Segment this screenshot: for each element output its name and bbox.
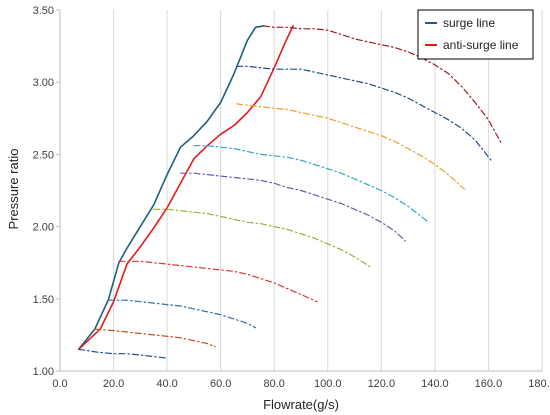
legend-label-anti-surge-line: anti-surge line [443,38,519,52]
speed-line-6 [153,208,372,268]
x-tick-label-0: 0.0 [52,378,67,390]
legend-label-surge-line: surge line [443,16,495,30]
grid-lines [59,10,543,371]
anti-surge-line-series [77,25,294,351]
x-axis-title: Flowrate(g/s) [263,397,339,412]
legend-box [417,9,534,60]
x-tick-label-5: 100.0 [314,378,342,390]
x-tick-label-1: 20.0 [103,378,124,390]
axes [56,9,542,372]
x-tick-label-9: 180.0 [528,378,550,390]
x-tick-label-6: 120.0 [368,378,396,390]
surge-line-series [77,25,265,351]
x-tick-labels: 0.0 20.0 40.0 60.0 80.0 100.0 120.0 140.0 160.0 1… [52,378,550,390]
speed-line-10 [236,65,492,161]
y-tick-label-4: 3.00 [33,77,54,89]
x-tick-label-3: 60.0 [210,378,231,390]
speed-line-9 [236,103,465,190]
y-tick-label-5: 3.50 [33,5,54,17]
x-tick-label-7: 140.0 [421,378,449,390]
speed-line-5 [118,260,318,303]
y-tick-label-3: 2.50 [33,149,54,161]
x-tick-label-4: 80.0 [264,378,285,390]
y-tick-label-2: 2.00 [33,222,54,234]
data-series [77,25,503,359]
x-tick-label-2: 40.0 [156,378,177,390]
y-tick-labels: 1.00 1.50 2.00 2.50 3.00 3.50 [33,5,54,378]
legend: surge line anti-surge line [417,9,534,60]
y-axis-title: Pressure ratio [6,149,21,230]
speed-line-11 [262,25,503,145]
y-tick-label-1: 1.50 [33,294,54,306]
x-tick-label-8: 160.0 [475,378,503,390]
speed-line-2 [78,348,168,359]
y-tick-label-0: 1.00 [33,366,54,378]
speed-line-4 [107,299,257,329]
